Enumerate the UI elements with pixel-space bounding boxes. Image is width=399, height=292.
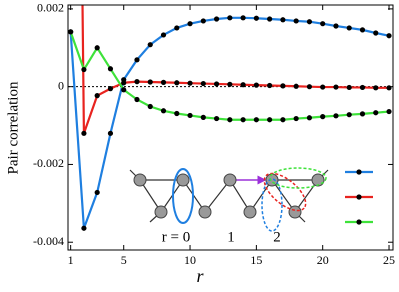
data-point xyxy=(280,17,286,23)
data-point xyxy=(240,117,246,123)
data-point xyxy=(213,16,220,22)
data-point xyxy=(346,112,352,118)
data-point xyxy=(267,82,273,89)
data-point xyxy=(160,32,167,38)
x-tick-label: 20 xyxy=(317,253,329,267)
data-point xyxy=(68,29,74,35)
lattice-inset xyxy=(129,167,329,232)
annotation: 2 xyxy=(273,229,281,245)
data-point xyxy=(134,79,140,85)
plot-frame xyxy=(67,4,394,251)
data-point xyxy=(386,85,392,91)
data-point xyxy=(121,80,127,86)
data-point xyxy=(227,117,233,123)
data-point xyxy=(240,15,246,21)
y-tick-label: -0.004 xyxy=(33,234,64,248)
data-point xyxy=(346,25,352,31)
data-point xyxy=(306,19,313,25)
data-point xyxy=(200,80,206,87)
data-point xyxy=(187,112,193,119)
data-point xyxy=(267,16,273,22)
data-point xyxy=(227,81,233,87)
data-point xyxy=(134,96,140,103)
data-point xyxy=(373,30,379,36)
data-point xyxy=(81,130,87,136)
x-tick-label: 5 xyxy=(121,253,127,267)
legend-dot xyxy=(356,169,362,175)
data-point xyxy=(200,114,206,120)
x-tick-label: 25 xyxy=(383,253,395,267)
data-point xyxy=(147,42,153,48)
data-point xyxy=(187,21,193,27)
data-point xyxy=(386,108,392,115)
data-point xyxy=(227,15,233,21)
data-point xyxy=(121,87,127,93)
data-point xyxy=(174,80,180,86)
data-point xyxy=(200,18,206,24)
data-point xyxy=(147,103,153,110)
data-point xyxy=(293,18,299,24)
y-axis-label: Pair correlation xyxy=(5,81,21,174)
annotation: 1 xyxy=(227,229,235,245)
data-point xyxy=(346,84,352,91)
data-point xyxy=(333,23,339,29)
data-point xyxy=(306,84,313,90)
data-point xyxy=(213,115,220,122)
plot-area xyxy=(68,5,392,231)
data-point xyxy=(267,117,273,123)
data-point xyxy=(253,15,259,21)
annotation: r = 0 xyxy=(162,229,190,245)
data-point xyxy=(253,82,259,88)
data-point xyxy=(359,111,366,117)
data-point xyxy=(174,25,180,31)
y-tick-label: 0 xyxy=(58,78,64,92)
data-point xyxy=(81,225,87,231)
y-tick-label: 0.002 xyxy=(37,1,64,15)
data-point xyxy=(320,114,326,120)
series-line xyxy=(69,31,390,121)
data-point xyxy=(107,66,114,72)
data-point xyxy=(333,113,339,119)
x-tick-label: 10 xyxy=(184,253,196,267)
x-tick-label: 1 xyxy=(68,253,74,267)
data-point xyxy=(253,117,259,123)
data-point xyxy=(81,66,87,73)
data-point xyxy=(213,81,220,87)
legend-dot xyxy=(356,219,362,225)
data-point xyxy=(94,93,100,99)
data-point xyxy=(280,117,286,123)
data-point xyxy=(320,21,326,27)
data-point xyxy=(306,115,313,121)
data-point xyxy=(147,79,153,85)
data-point xyxy=(107,86,114,92)
y-tick-label: -0.002 xyxy=(33,156,64,170)
data-point xyxy=(280,83,286,89)
data-point xyxy=(160,79,167,85)
data-point xyxy=(240,82,246,88)
x-axis-label: r xyxy=(196,266,204,286)
data-point xyxy=(94,45,100,51)
data-point xyxy=(373,85,379,91)
data-point xyxy=(373,110,379,116)
data-point xyxy=(134,57,140,63)
data-point xyxy=(386,33,392,39)
data-point xyxy=(320,84,326,90)
data-point xyxy=(174,110,180,117)
data-point xyxy=(293,83,299,89)
data-point xyxy=(359,84,366,91)
data-point xyxy=(94,189,100,196)
data-point xyxy=(333,84,339,90)
legend-dot xyxy=(356,194,362,200)
data-point xyxy=(187,80,193,86)
data-point xyxy=(293,115,299,122)
data-point xyxy=(359,27,366,33)
data-point xyxy=(160,108,167,114)
data-point xyxy=(107,130,114,136)
x-tick-label: 15 xyxy=(250,253,262,267)
series-line xyxy=(69,16,390,229)
